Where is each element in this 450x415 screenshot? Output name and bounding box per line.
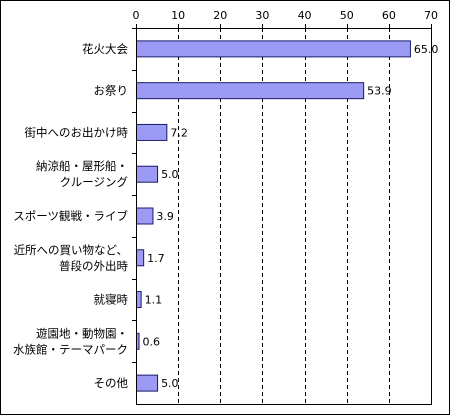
category-label-2: 街中へのお出かけ時 (25, 125, 129, 139)
category-label-8: その他 (94, 376, 129, 390)
x-axis-tick-labels: 0 10 20 30 40 50 60 70 (133, 9, 438, 28)
data-label-5: 1.7 (147, 252, 165, 265)
bar-8 (136, 374, 159, 392)
category-labels: 花火大会お祭り街中へのお出かけ時納涼船・屋形船・クルージングスポーツ観戦・ライブ… (13, 28, 136, 390)
category-label-1: お祭り (94, 84, 129, 98)
bar-1 (136, 82, 365, 100)
data-label-6: 1.1 (145, 294, 163, 307)
data-label-7: 0.6 (143, 335, 161, 348)
x-tick-label-0: 0 (133, 9, 140, 22)
category-label-7-line-1: 水族館・テーマパーク (13, 342, 128, 356)
x-tick-label-10: 10 (171, 9, 185, 22)
category-label-5-line-0: 近所への買い物など、 (14, 243, 128, 257)
x-tick-label-70: 70 (424, 9, 438, 22)
bar-0 (136, 40, 411, 58)
category-label-3-line-1: クルージング (60, 175, 129, 189)
data-label-1: 53.9 (367, 85, 392, 98)
bar-5 (136, 249, 145, 267)
plot-area-frame (136, 28, 432, 405)
data-labels: 65.0 53.9 7.2 5.0 3.9 1.7 1.1 0.6 5.0 (143, 43, 439, 390)
data-label-4: 3.9 (156, 210, 174, 223)
x-tick-label-60: 60 (382, 9, 396, 22)
category-label-3-line-0: 納涼船・屋形船・ (36, 159, 128, 173)
category-label-4: スポーツ観戦・ライブ (13, 209, 128, 223)
data-label-0: 65.0 (414, 43, 439, 56)
category-label-7-line-0: 遊園地・動物園・ (36, 326, 128, 340)
bar-3 (136, 165, 159, 183)
data-label-2: 7.2 (170, 126, 188, 139)
data-label-8: 5.0 (161, 377, 179, 390)
bar-6 (136, 291, 142, 309)
bar-4 (136, 207, 154, 225)
category-label-6: 就寝時 (94, 293, 129, 307)
bar-2 (136, 123, 168, 141)
bars (136, 40, 411, 392)
x-tick-label-20: 20 (213, 9, 227, 22)
category-label-5-line-1: 普段の外出時 (59, 259, 128, 273)
category-label-0: 花火大会 (82, 42, 128, 56)
x-tick-label-30: 30 (255, 9, 269, 22)
data-label-3: 5.0 (161, 168, 179, 181)
x-tick-label-50: 50 (340, 9, 354, 22)
x-tick-label-40: 40 (298, 9, 312, 22)
